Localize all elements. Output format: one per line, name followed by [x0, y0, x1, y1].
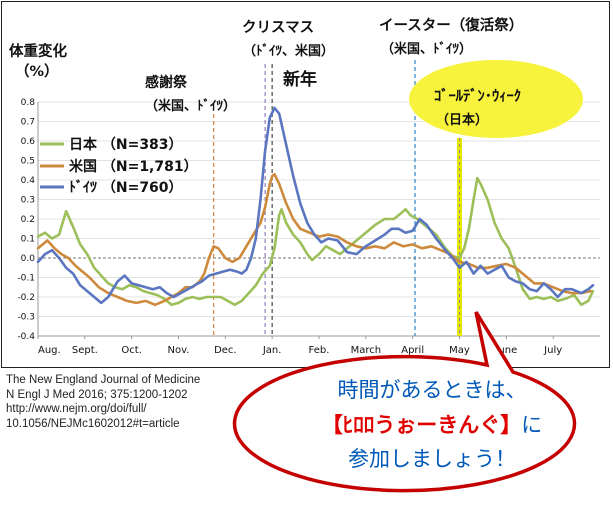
event-thanksgiving-label: 感謝祭: [145, 74, 188, 91]
event-golden-week-label: ｺﾞｰﾙﾃﾞﾝ･ｳｨｰｸ: [434, 87, 521, 105]
x-tick-label: Nov.: [168, 345, 190, 356]
x-tick-label: April: [401, 345, 424, 356]
y-tick-label: 0.1: [21, 235, 35, 245]
y-tick-label: -0.4: [17, 332, 35, 342]
citation: The New England Journal of Medicine N En…: [6, 373, 200, 431]
y-tick-label: 0.4: [21, 176, 36, 186]
x-tick-label: Jan.: [262, 345, 282, 356]
callout-line-3: 参加しましょう！: [348, 447, 516, 471]
golden-week-highlight: [409, 60, 583, 138]
event-christmas-label: クリスマス: [242, 19, 314, 36]
x-tick-label: June: [494, 345, 517, 356]
x-tick-label: Oct.: [121, 345, 141, 356]
event-easter-sub: （米国、ﾄﾞｲﾂ）: [381, 41, 472, 57]
speech-bubble-shape: [232, 311, 577, 493]
y-tick-label: 0.7: [21, 118, 35, 128]
x-tick-label: March: [351, 345, 381, 356]
x-tick-label: Aug.: [38, 345, 61, 356]
callout-line-1: 時間があるときは、: [338, 378, 527, 402]
event-golden-week-sub: （日本）: [436, 112, 488, 128]
x-tick-label: July: [543, 345, 562, 356]
callout-highlight: 【ﾋﾛﾛうぉーきんぐ】: [322, 413, 522, 437]
legend-label-us: 米国 （N=1,781）: [69, 158, 198, 175]
x-tick-label: Dec.: [214, 345, 237, 356]
citation-doi: 10.1056/NEJMc1602012#t=article: [6, 417, 180, 430]
chart-frame: 0.8 0.7 0.6 0.5 0.4 0.3 0.2 0.1 0.0 -0.1 -0.2 -0.3 -…: [1, 1, 610, 368]
legend: 日本 （N=383） 米国 （N=1,781） ﾄﾞｲﾂ （N=760）: [40, 136, 198, 196]
y-tick-label: 0.2: [21, 215, 35, 225]
callout-line-2-rest: に: [521, 413, 542, 437]
citation-reference: N Engl J Med 2016; 375:1200-1202: [6, 388, 188, 401]
y-tick-label: 0.0: [21, 254, 36, 264]
event-easter-label: イースター（復活祭）: [379, 16, 523, 34]
event-christmas-sub: （ﾄﾞｲﾂ、米国）: [243, 43, 334, 59]
y-tick-label: 0.5: [21, 157, 35, 167]
x-tick-label: May: [449, 345, 470, 356]
x-tick-label: Feb.: [309, 345, 330, 356]
y-axis-label: 体重変化: [9, 42, 67, 60]
y-tick-label: 0.3: [21, 196, 35, 206]
legend-label-japan: 日本 （N=383）: [69, 136, 183, 153]
citation-url: http://www.nejm.org/doi/full/: [6, 403, 147, 415]
y-tick-label: -0.1: [17, 274, 35, 284]
y-tick-label: -0.3: [17, 313, 35, 323]
event-newyear-label: 新年: [283, 69, 317, 90]
y-axis-unit: （%）: [15, 62, 59, 80]
series-line-germany: [36, 106, 595, 305]
series-line-japan: [36, 176, 595, 307]
weight-change-chart: 0.8 0.7 0.6 0.5 0.4 0.3 0.2 0.1 0.0 -0.1 -0.2 -0.3 -…: [9, 16, 600, 356]
y-tick-label: 0.8: [21, 98, 36, 108]
citation-journal: The New England Journal of Medicine: [6, 374, 201, 386]
callout-line-2: 【ﾋﾛﾛうぉーきんぐ】に: [322, 413, 543, 437]
x-tick-label: Sept.: [72, 345, 98, 356]
y-tick-label: 0.6: [21, 137, 36, 147]
y-tick-label: -0.2: [17, 293, 35, 303]
legend-label-germany: ﾄﾞｲﾂ （N=760）: [69, 179, 183, 196]
event-thanksgiving-sub: （米国、ﾄﾞｲﾂ）: [145, 98, 236, 114]
